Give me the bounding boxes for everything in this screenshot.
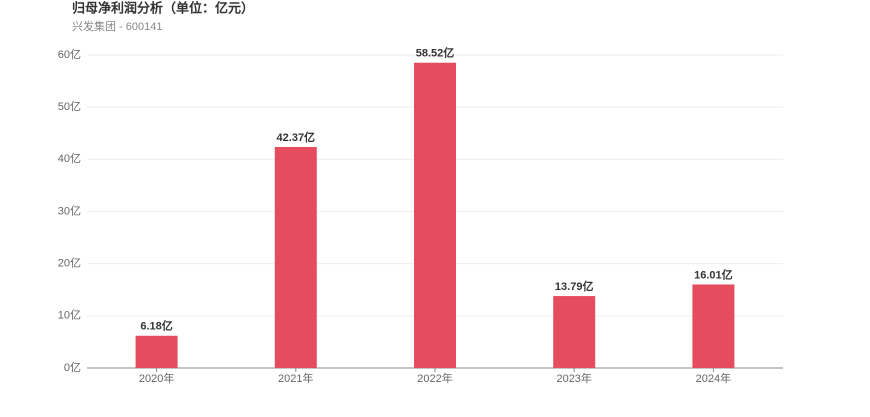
x-tick-label: 2020年 <box>139 371 174 385</box>
y-tick-label: 10亿 <box>58 309 81 322</box>
x-tick-label: 2024年 <box>696 371 731 385</box>
value-label: 16.01亿 <box>694 267 733 281</box>
bar <box>135 335 178 368</box>
x-tick-label: 2023年 <box>556 371 591 385</box>
y-tick-label: 20亿 <box>58 257 81 270</box>
y-tick-label: 30亿 <box>58 204 81 217</box>
bar <box>274 146 317 368</box>
bar <box>414 62 456 368</box>
value-label: 13.79亿 <box>555 279 594 293</box>
x-tick-label: 2022年 <box>417 371 452 385</box>
value-label: 6.18亿 <box>140 319 172 333</box>
y-tick-label: 0亿 <box>64 361 81 374</box>
x-tick-label: 2021年 <box>278 371 313 385</box>
y-tick-label: 50亿 <box>58 100 81 113</box>
value-label: 58.52亿 <box>416 46 455 60</box>
bar <box>553 296 596 368</box>
chart-title: 归母净利润分析（单位：亿元） <box>72 0 254 15</box>
chart-subtitle: 兴发集团 - 600141 <box>72 19 162 33</box>
y-tick-label: 60亿 <box>58 48 81 61</box>
value-label: 42.37亿 <box>277 130 316 144</box>
bar <box>692 284 735 368</box>
y-tick-label: 40亿 <box>58 152 81 165</box>
